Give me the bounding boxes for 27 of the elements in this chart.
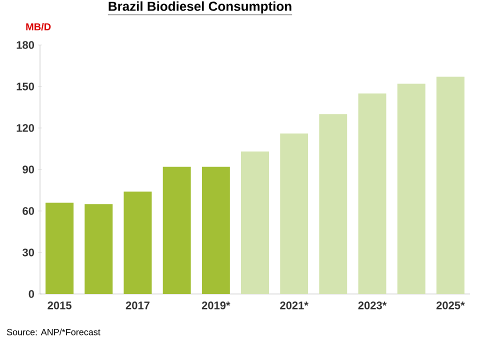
- y-tick-label: 180: [16, 41, 34, 49]
- bar: [358, 93, 386, 294]
- x-tick-label: 2025*: [436, 302, 465, 310]
- y-tick-label: 30: [22, 248, 34, 256]
- bar: [319, 114, 348, 294]
- bar: [202, 166, 230, 294]
- chart-title: Brazil Biodiesel Consumption: [108, 1, 292, 14]
- y-tick-label: 0: [28, 290, 34, 298]
- bar: [162, 166, 191, 294]
- bar: [46, 202, 74, 294]
- x-tick-label: 2017: [126, 302, 150, 310]
- y-tick-label: 120: [16, 124, 34, 132]
- x-tick-label: 2023*: [358, 302, 387, 310]
- bar: [280, 134, 308, 294]
- bar: [241, 152, 270, 294]
- bar: [84, 204, 113, 294]
- bar: [397, 84, 426, 294]
- source-note: Source: ANP/*Forecast: [6, 328, 100, 336]
- x-tick-label: 2015: [48, 302, 72, 310]
- y-axis-title: MB/D: [26, 23, 51, 30]
- y-tick-label: 90: [22, 166, 34, 174]
- bar: [436, 76, 464, 294]
- x-tick-label: 2019*: [202, 302, 230, 310]
- x-tick-label: 2021*: [280, 302, 308, 310]
- y-tick-label: 60: [22, 207, 34, 215]
- y-tick-label: 150: [16, 82, 34, 90]
- bar: [124, 192, 152, 294]
